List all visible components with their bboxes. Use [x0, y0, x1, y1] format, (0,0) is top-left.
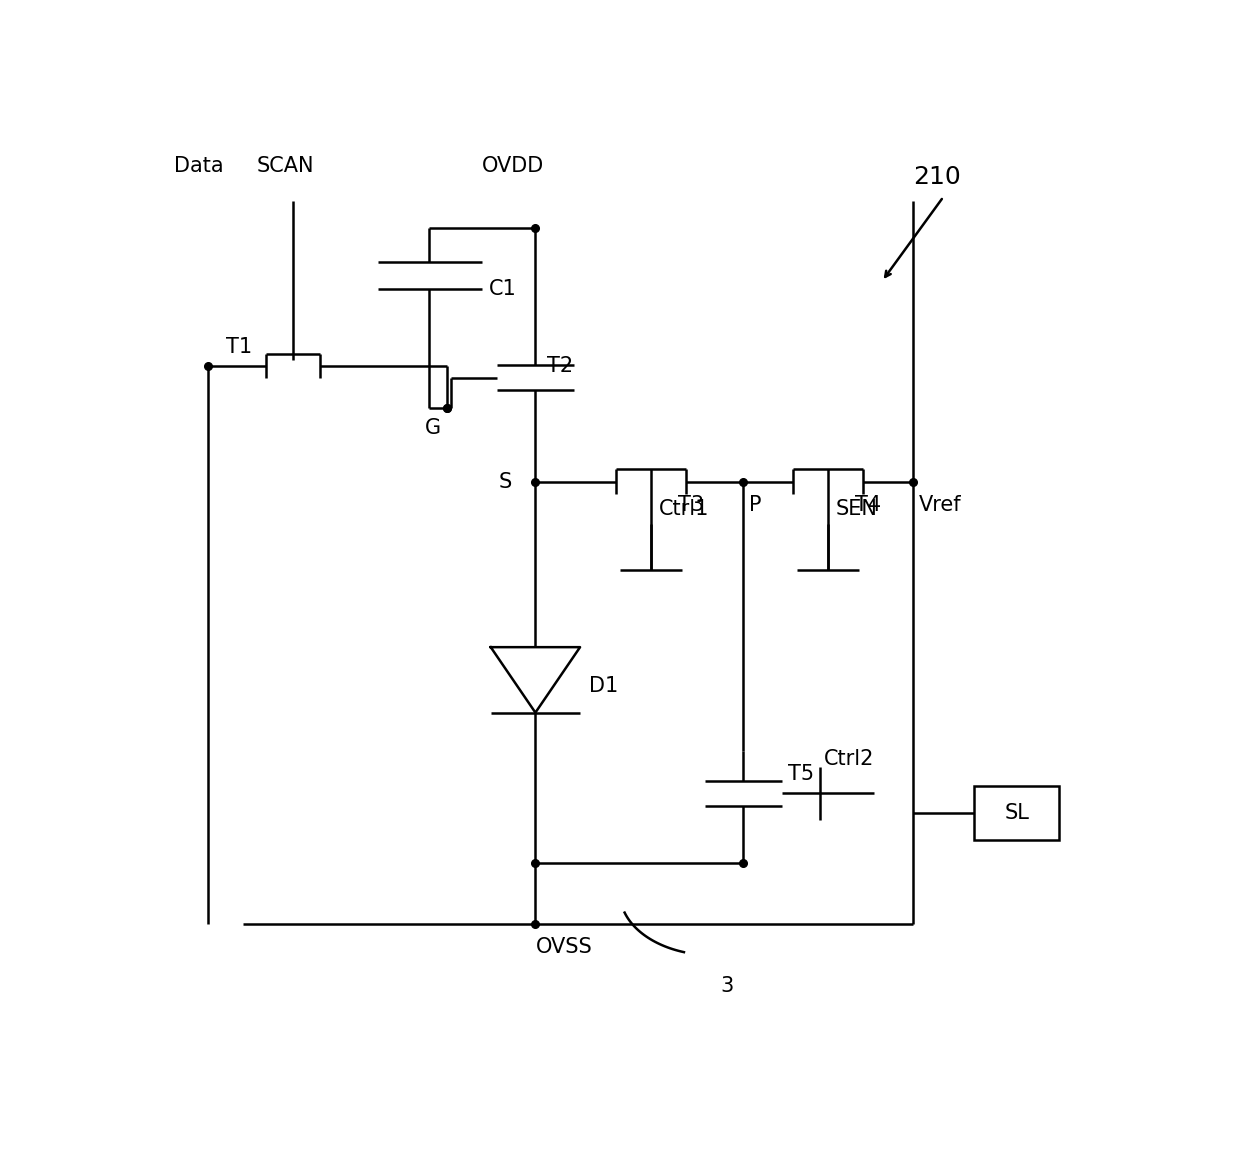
Text: T2: T2: [547, 357, 573, 376]
Text: C1: C1: [490, 279, 517, 299]
Text: Ctrl2: Ctrl2: [825, 749, 874, 769]
Text: S: S: [498, 471, 512, 492]
Text: T1: T1: [226, 337, 252, 357]
Text: D1: D1: [589, 675, 619, 696]
Text: SL: SL: [1004, 802, 1029, 822]
Text: SEN: SEN: [836, 499, 878, 519]
Text: 210: 210: [913, 166, 961, 190]
Text: OVDD: OVDD: [481, 156, 544, 176]
Text: SCAN: SCAN: [257, 156, 314, 176]
FancyBboxPatch shape: [975, 786, 1059, 840]
Text: Ctrl1: Ctrl1: [658, 499, 709, 519]
Text: OVSS: OVSS: [536, 938, 593, 958]
Text: P: P: [749, 494, 761, 514]
Text: Data: Data: [174, 156, 223, 176]
Text: T5: T5: [787, 764, 815, 784]
Text: G: G: [425, 418, 441, 438]
Text: 3: 3: [720, 976, 733, 996]
Text: T4: T4: [854, 494, 882, 514]
Text: Vref: Vref: [919, 494, 961, 514]
Text: T3: T3: [678, 494, 704, 514]
